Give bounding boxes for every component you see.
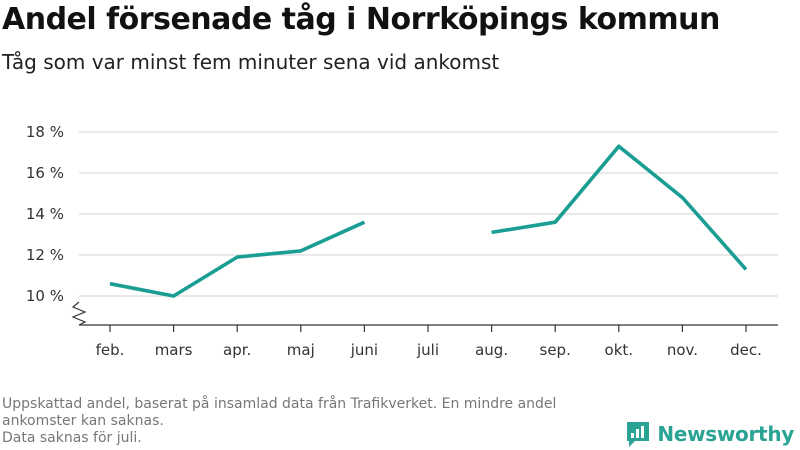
- line-chart: 10 % 12 % 14 % 16 % 18 % feb. mars apr. maj juni…: [26, 123, 778, 359]
- bar-chart-speech-icon: [627, 422, 650, 447]
- y-tick-label: 14 %: [26, 205, 64, 223]
- brand-name: Newsworthy: [657, 422, 794, 446]
- y-tick-label: 18 %: [26, 123, 64, 141]
- x-tick-label: maj: [287, 341, 315, 359]
- x-axis: feb. mars apr. maj juni juli aug. sep. okt. nov. d…: [71, 301, 778, 359]
- x-tick-label: aug.: [475, 341, 508, 359]
- chart-title: Andel försenade tåg i Norrköpings kommun: [2, 2, 720, 37]
- chart-subtitle: Tåg som var minst fem minuter sena vid a…: [2, 50, 500, 74]
- x-tick-label: sep.: [540, 341, 571, 359]
- gridlines: [79, 131, 778, 297]
- y-tick-label: 12 %: [26, 246, 64, 264]
- x-tick-label: apr.: [223, 341, 251, 359]
- series-lines: [109, 144, 748, 298]
- x-tick-label: juli: [416, 341, 439, 359]
- x-tick-label: dec.: [730, 341, 762, 359]
- footnote-missing-data: Data saknas för juli.: [2, 430, 142, 446]
- x-tick-label: juni: [350, 341, 378, 359]
- series-line-segment: [491, 144, 748, 271]
- series-line-segment: [109, 220, 366, 298]
- x-tick-label: feb.: [96, 341, 125, 359]
- y-tick-label: 10 %: [26, 287, 64, 305]
- brand-logo: Newsworthy: [625, 420, 794, 448]
- y-axis-ticks: 10 % 12 % 14 % 16 % 18 %: [26, 123, 64, 305]
- x-tick-label: mars: [155, 341, 193, 359]
- x-tick-label: okt.: [605, 341, 634, 359]
- footnote: Uppskattad andel, baserat på insamlad da…: [2, 396, 632, 447]
- axis-break-symbol: [71, 301, 87, 326]
- footnote-source: Uppskattad andel, baserat på insamlad da…: [2, 396, 557, 429]
- x-tick-label: nov.: [667, 341, 698, 359]
- y-tick-label: 16 %: [26, 164, 64, 182]
